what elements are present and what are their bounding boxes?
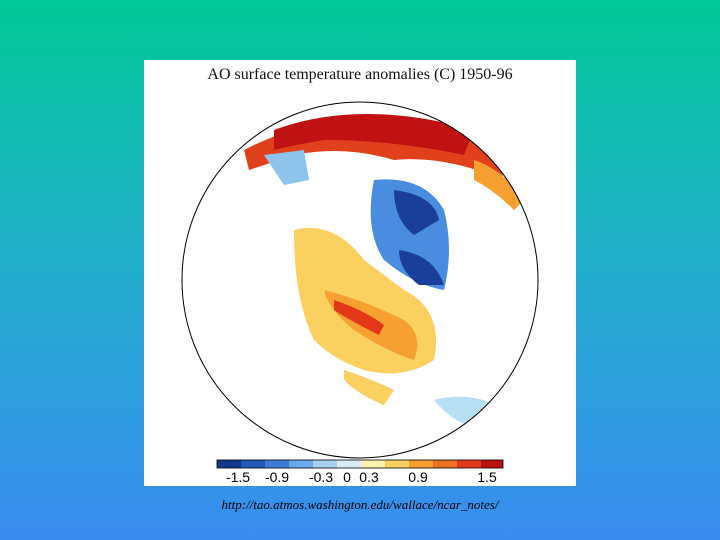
figure-panel: AO surface temperature anomalies (C) 195… xyxy=(144,60,576,486)
colorbar-label: -0.3 xyxy=(309,469,333,485)
globe-outline xyxy=(181,101,539,459)
source-url: http://tao.atmos.washington.edu/wallace/… xyxy=(221,497,499,512)
colorbar-label: 0.3 xyxy=(359,469,379,485)
anomaly-field xyxy=(182,102,538,458)
colorbar-label: 0.9 xyxy=(408,469,428,485)
colorbar-label: 0 xyxy=(343,469,351,485)
figure-title: AO surface temperature anomalies (C) 195… xyxy=(207,66,513,83)
colorbar-label: 1.5 xyxy=(477,469,497,485)
map: -1.5 -0.9 -0.3 0 0.3 0.9 1.5 xyxy=(181,101,539,485)
colorbar xyxy=(216,459,504,469)
colorbar-label: -0.9 xyxy=(265,469,289,485)
colorbar-label: -1.5 xyxy=(226,469,250,485)
